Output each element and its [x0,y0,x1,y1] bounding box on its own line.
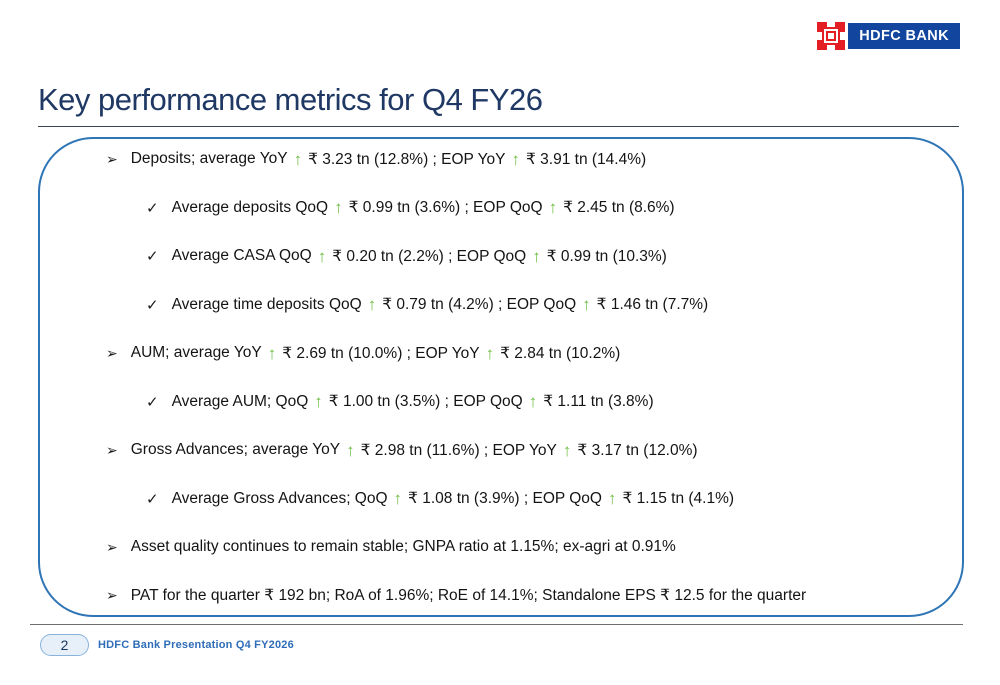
up-arrow-icon: ↑ [548,198,558,218]
arrowhead-bullet-icon: ➢ [106,538,118,555]
check-bullet-icon: ✓ [146,490,159,508]
bullet-text: Average CASA QoQ ↑ ₹ 0.20 tn (2.2%) ; EOP … [172,247,667,266]
up-arrow-icon: ↑ [562,440,572,460]
text-segment: Average AUM; QoQ [171,392,309,410]
bullet-text: AUM; average YoY ↑ ₹ 2.69 tn (10.0%) ; EOP… [131,344,621,363]
text-segment: ₹ 0.79 tn (4.2%) ; EOP QoQ [382,296,577,314]
text-segment: ₹ 2.84 tn (10.2%) [500,344,621,362]
bullet-text: Asset quality continues to remain stable… [131,538,676,556]
up-arrow-icon: ↑ [532,246,541,266]
sub-bullet-item: ✓ Average CASA QoQ ↑ ₹ 0.20 tn (2.2%) ; EOP… [40,246,946,266]
bullet-item: ➢ Gross Advances; average YoY ↑ ₹ 2.98 tn (… [40,440,946,460]
text-segment: Average CASA QoQ [171,247,312,265]
sub-bullet-item: ✓ Average time deposits QoQ ↑ ₹ 0.79 tn (4.… [40,295,946,315]
arrowhead-bullet-icon: ➢ [106,344,118,361]
text-segment: PAT for the quarter ₹ 192 bn; RoA of 1.9… [130,587,807,605]
check-bullet-icon: ✓ [146,393,159,411]
up-arrow-icon: ↑ [346,440,355,460]
bullet-text: PAT for the quarter ₹ 192 bn; RoA of 1.9… [131,586,806,605]
check-bullet-icon: ✓ [146,296,159,314]
logo-brand-text: HDFC BANK [848,23,960,49]
arrowhead-bullet-icon: ➢ [106,150,118,167]
text-segment: ₹ 2.69 tn (10.0%) ; EOP YoY [282,344,480,362]
text-segment: ₹ 0.99 tn (3.6%) ; EOP QoQ [348,199,543,217]
text-segment: ₹ 1.08 tn (3.9%) ; EOP QoQ [408,490,602,508]
bullet-item: ➢ PAT for the quarter ₹ 192 bn; RoA of 1.… [40,586,946,606]
up-arrow-icon: ↑ [334,198,343,218]
arrowhead-bullet-icon: ➢ [106,441,118,458]
logo-notch [827,45,836,50]
text-segment: ₹ 1.00 tn (3.5%) ; EOP QoQ [328,393,523,411]
text-segment: ₹ 1.46 tn (7.7%) [596,296,709,314]
text-segment: ₹ 3.91 tn (14.4%) [526,150,647,168]
text-segment: ₹ 2.45 tn (8.6%) [563,199,675,217]
sub-bullet-item: ✓ Average AUM; QoQ ↑ ₹ 1.00 tn (3.5%) ; EOP… [40,392,946,412]
bullet-item: ➢ Deposits; average YoY ↑ ₹ 3.23 tn (12.8%)… [40,149,946,169]
sub-bullet-item: ✓ Average deposits QoQ ↑ ₹ 0.99 tn (3.6%) ;… [40,198,946,218]
metrics-box: ➢ Deposits; average YoY ↑ ₹ 3.23 tn (12.8%)… [38,137,964,617]
text-segment: AUM; average YoY [130,344,262,362]
up-arrow-icon: ↑ [528,392,538,412]
check-bullet-icon: ✓ [146,199,159,217]
text-segment: ₹ 1.11 tn (3.8%) [543,393,654,411]
hdfc-bank-logo: HDFC BANK [817,22,960,50]
page-number: 2 [60,637,69,653]
text-segment: Deposits; average YoY [130,150,288,167]
page-number-badge: 2 [40,634,89,656]
text-segment: ₹ 3.23 tn (12.8%) ; EOP YoY [308,150,506,168]
text-segment: ₹ 0.20 tn (2.2%) ; EOP QoQ [332,247,527,265]
bullet-item: ➢ Asset quality continues to remain stabl… [40,537,946,557]
text-segment: Asset quality continues to remain stable… [130,538,676,556]
text-segment: ₹ 2.98 tn (11.6%) ; EOP YoY [360,441,557,459]
up-arrow-icon: ↑ [317,246,327,266]
up-arrow-icon: ↑ [485,343,495,363]
up-arrow-icon: ↑ [267,343,277,363]
text-segment: ₹ 3.17 tn (12.0%) [577,441,698,459]
up-arrow-icon: ↑ [367,295,377,315]
up-arrow-icon: ↑ [293,149,303,169]
logo-center-square [824,29,839,43]
up-arrow-icon: ↑ [314,392,323,412]
bullet-text: Average Gross Advances; QoQ ↑ ₹ 1.08 tn (3… [172,489,734,508]
logo-notch [840,32,846,40]
bullet-item: ➢ AUM; average YoY ↑ ₹ 2.69 tn (10.0%) ; EO… [40,343,946,363]
slide-title: Key performance metrics for Q4 FY26 [38,82,543,117]
title-underline [38,126,959,127]
up-arrow-icon: ↑ [393,489,403,509]
bullet-text: Average time deposits QoQ ↑ ₹ 0.79 tn (4.2… [172,295,709,314]
bullet-text: Average AUM; QoQ ↑ ₹ 1.00 tn (3.5%) ; EOP … [172,392,654,411]
text-segment: ₹ 1.15 tn (4.1%) [622,490,735,508]
hdfc-logo-icon [817,22,846,50]
bullet-text: Deposits; average YoY ↑ ₹ 3.23 tn (12.8%) … [131,150,646,169]
text-segment: Gross Advances; average YoY [130,441,341,459]
arrowhead-bullet-icon: ➢ [106,587,118,604]
check-bullet-icon: ✓ [146,248,159,266]
bullet-text: Average deposits QoQ ↑ ₹ 0.99 tn (3.6%) ; … [172,198,675,217]
up-arrow-icon: ↑ [608,489,617,509]
text-segment: ₹ 0.99 tn (10.3%) [546,247,667,265]
bullet-text: Gross Advances; average YoY ↑ ₹ 2.98 tn (1… [131,441,698,460]
logo-notch [817,32,823,40]
text-segment: Average Gross Advances; QoQ [171,489,388,507]
footer-caption: HDFC Bank Presentation Q4 FY2026 [98,639,294,651]
logo-notch [827,22,836,27]
footer-divider [30,624,963,625]
up-arrow-icon: ↑ [582,295,591,315]
sub-bullet-item: ✓ Average Gross Advances; QoQ ↑ ₹ 1.08 tn (… [40,489,946,509]
text-segment: Average deposits QoQ [171,198,329,216]
up-arrow-icon: ↑ [511,149,521,169]
text-segment: Average time deposits QoQ [171,295,362,313]
